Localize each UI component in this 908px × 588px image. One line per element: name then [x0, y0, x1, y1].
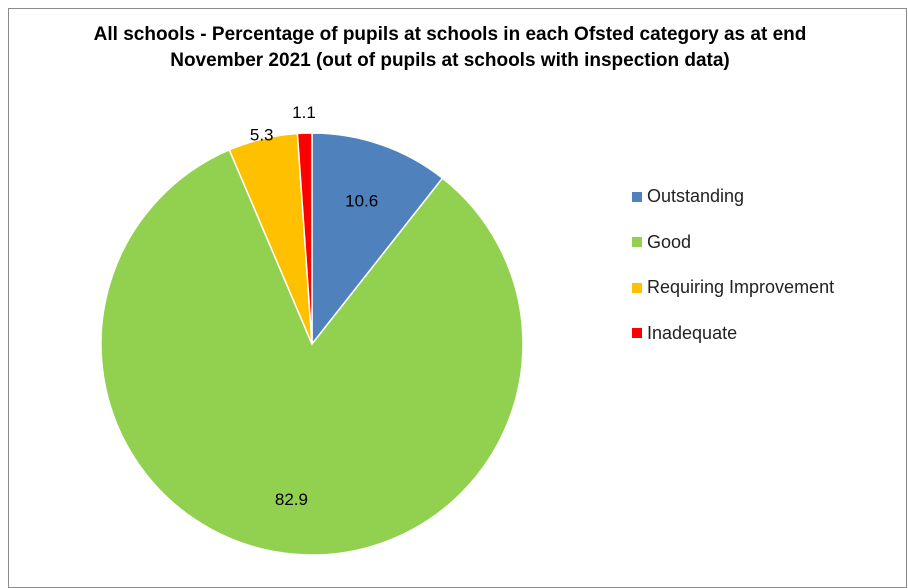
legend-label: Requiring Improvement [647, 277, 835, 298]
legend-swatch [632, 328, 642, 339]
legend-item-good: Good [632, 220, 834, 266]
data-label-requiring-improvement: 5.3 [250, 126, 274, 145]
data-label-inadequate: 1.1 [292, 103, 316, 122]
legend-swatch [632, 282, 642, 293]
pie-slice-inadequate [296, 132, 313, 345]
legend-item-inadequate: Inadequate [632, 311, 834, 357]
legend-item-outstanding: Outstanding [632, 174, 834, 220]
legend: Outstanding Good Requiring Improvement Inad… [632, 174, 834, 356]
legend-swatch [632, 237, 642, 248]
legend-label: Outstanding [647, 186, 745, 207]
legend-item-requiring-improvement: Requiring Improvement [632, 265, 834, 311]
legend-swatch [632, 191, 642, 202]
legend-label: Inadequate [647, 322, 738, 343]
data-label-outstanding: 10.6 [345, 191, 378, 210]
pie-slice-good [100, 148, 524, 556]
pie-slice-outstanding [311, 132, 444, 347]
legend-label: Good [647, 231, 692, 252]
data-label-good: 82.9 [275, 490, 308, 509]
pie-chart: 10.6 82.9 5.3 1.1 [100, 103, 524, 556]
chart-title: All schools - Percentage of pupils at sc… [93, 24, 807, 71]
